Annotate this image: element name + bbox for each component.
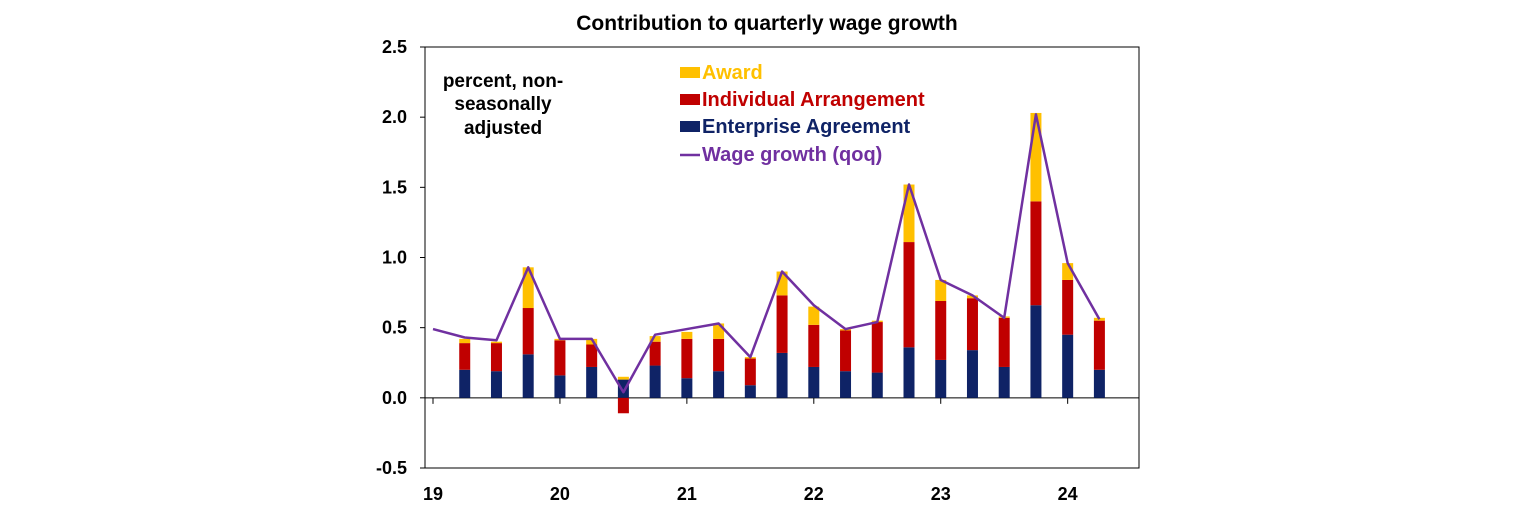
bar-segment-enterprise-agreement [522, 354, 534, 398]
bar-segment-individual-arrangement [681, 338, 693, 379]
wage-growth-line [432, 113, 1101, 394]
annotation-line-1: percent, non- [443, 71, 563, 92]
bar-segment-individual-arrangement [586, 344, 598, 367]
legend-label-enterprise: Enterprise Agreement [702, 116, 911, 138]
bar-segment-enterprise-agreement [1030, 305, 1042, 398]
bar-segment-award [776, 271, 788, 296]
x-tick-label: 23 [931, 484, 951, 504]
bar-segment-enterprise-agreement [1062, 334, 1074, 398]
y-tick-label: 2.0 [382, 107, 407, 127]
bar-segment-award [586, 338, 598, 345]
x-tick-label: 19 [423, 484, 443, 504]
bar-segment-award [1062, 263, 1074, 280]
bar-segment-enterprise-agreement [586, 366, 598, 398]
bar-segment-individual-arrangement [554, 340, 566, 376]
bar-segment-individual-arrangement [744, 358, 756, 386]
bar-segment-award [903, 184, 915, 243]
bar-segment-individual-arrangement [490, 343, 502, 372]
bar-segment-enterprise-agreement [966, 350, 978, 398]
bar-segment-award [681, 331, 693, 339]
bar-segment-enterprise-agreement [935, 359, 947, 398]
x-tick-label: 24 [1058, 484, 1078, 504]
y-tick-label: 2.5 [382, 37, 407, 57]
bar-segment-individual-arrangement [522, 308, 534, 355]
bars [459, 112, 1105, 414]
bar-segment-individual-arrangement [998, 317, 1010, 367]
y-axis: 2.5 2.0 1.5 1.0 0.5 0.0 -0.5 [376, 37, 425, 478]
bar-segment-individual-arrangement [808, 324, 820, 367]
legend-label-wage-growth: Wage growth (qoq) [702, 144, 882, 166]
bar-segment-enterprise-agreement [1093, 369, 1105, 398]
bar-segment-individual-arrangement [966, 298, 978, 351]
x-axis: 19 20 21 22 23 24 [423, 397, 1139, 504]
annotation-line-3: adjusted [464, 118, 542, 139]
legend: Award Individual Arrangement Enterprise … [680, 62, 925, 166]
bar-segment-enterprise-agreement [649, 365, 661, 398]
y-tick-label: -0.5 [376, 458, 407, 478]
legend-swatch-individual [680, 94, 700, 105]
bar-segment-enterprise-agreement [490, 371, 502, 398]
bar-segment-individual-arrangement [935, 301, 947, 360]
bar-segment-enterprise-agreement [808, 366, 820, 398]
bar-segment-individual-arrangement [459, 343, 471, 370]
bar-segment-enterprise-agreement [840, 371, 852, 398]
bar-segment-award [713, 323, 725, 339]
chart-title: Contribution to quarterly wage growth [576, 12, 958, 35]
bar-segment-award [649, 336, 661, 342]
bar-segment-individual-arrangement [713, 338, 725, 372]
bar-segment-award [459, 338, 471, 344]
bar-segment-enterprise-agreement [713, 371, 725, 398]
bar-segment-individual-arrangement [871, 322, 883, 373]
legend-swatch-award [680, 67, 700, 78]
wage-growth-polyline [432, 113, 1101, 394]
x-tick-label: 21 [677, 484, 697, 504]
y-tick-label: 1.5 [382, 177, 407, 197]
annotation-line-2: seasonally [454, 94, 552, 115]
bar-segment-individual-arrangement [649, 341, 661, 366]
y-tick-label: 0.0 [382, 388, 407, 408]
y-tick-label: 1.0 [382, 248, 407, 268]
bar-segment-award [808, 306, 820, 325]
legend-label-award: Award [702, 62, 763, 84]
bar-segment-individual-arrangement [840, 330, 852, 372]
x-tick-label: 20 [550, 484, 570, 504]
bar-segment-award [1030, 112, 1042, 202]
bar-segment-enterprise-agreement [617, 379, 629, 398]
bar-segment-enterprise-agreement [998, 366, 1010, 398]
bar-segment-award [522, 267, 534, 309]
bar-segment-individual-arrangement [776, 295, 788, 353]
legend-swatch-enterprise [680, 121, 700, 132]
bar-segment-individual-arrangement [903, 242, 915, 348]
bar-segment-enterprise-agreement [744, 385, 756, 398]
bar-segment-award [617, 376, 629, 380]
bar-segment-individual-arrangement [617, 397, 629, 414]
bar-segment-enterprise-agreement [871, 372, 883, 398]
x-tick-label: 22 [804, 484, 824, 504]
bar-segment-award [490, 341, 502, 344]
bar-segment-individual-arrangement [1030, 201, 1042, 306]
bar-segment-enterprise-agreement [554, 375, 566, 398]
bar-segment-enterprise-agreement [459, 369, 471, 398]
y-tick-label: 0.5 [382, 318, 407, 338]
bar-segment-individual-arrangement [1062, 279, 1074, 335]
bar-segment-enterprise-agreement [903, 347, 915, 398]
bar-segment-enterprise-agreement [681, 378, 693, 398]
bar-segment-enterprise-agreement [776, 352, 788, 398]
bar-segment-award [935, 279, 947, 302]
legend-label-individual: Individual Arrangement [702, 89, 925, 111]
bar-segment-individual-arrangement [1093, 320, 1105, 370]
